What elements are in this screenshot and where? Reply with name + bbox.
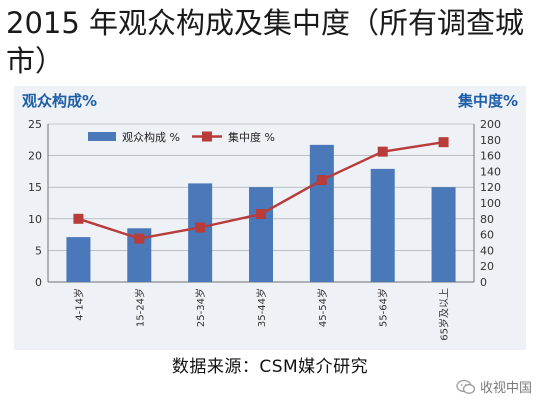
y-tick-left: 0 [35, 276, 42, 289]
y-tick-left: 20 [28, 150, 42, 163]
bar [309, 144, 334, 282]
left-axis-title: 观众构成% [22, 92, 97, 110]
y-tick-right: 180 [480, 134, 501, 147]
legend-swatch-marker [202, 131, 212, 142]
x-tick-label: 35-44岁 [255, 288, 268, 327]
y-tick-right: 0 [480, 276, 487, 289]
chart-area: 观众构成% 集中度% 0 5 10 15 20 25 0 20 40 60 80 100 120 140 160… [14, 86, 526, 350]
y-tick-right: 200 [480, 118, 501, 131]
y-tick-right: 140 [480, 165, 501, 178]
x-tick-label: 15-24岁 [133, 288, 146, 327]
y-tick-right: 80 [480, 213, 494, 226]
line-point [316, 175, 327, 186]
bar [188, 183, 213, 282]
bar [431, 187, 456, 282]
x-tick-label: 55-64岁 [377, 288, 390, 327]
y-tick-right: 60 [480, 229, 494, 242]
line-point [377, 146, 388, 157]
x-tick-label: 4-14岁 [72, 288, 85, 321]
watermark-text: 收视中国 [479, 381, 532, 396]
y-tick-left: 5 [35, 244, 42, 257]
x-tick-label: 25-34岁 [194, 288, 207, 327]
bar [370, 168, 395, 282]
y-tick-left: 15 [28, 181, 42, 194]
right-axis-title: 集中度% [457, 92, 518, 110]
y-tick-right: 160 [480, 150, 501, 163]
x-tick-label: 45-54岁 [316, 288, 329, 327]
y-tick-right: 20 [480, 260, 494, 273]
slide-title: 2015 年观众构成及集中度（所有调查城市） [6, 6, 525, 78]
bar [249, 187, 273, 282]
legend-label-line: 集中度 % [228, 130, 275, 144]
bar [66, 237, 91, 282]
source-note: 数据来源：CSM媒介研究 [171, 357, 369, 377]
y-tick-right: 120 [480, 181, 501, 194]
line-point [256, 209, 266, 220]
y-tick-left: 25 [28, 118, 42, 131]
line-point [195, 222, 206, 233]
line-point [73, 213, 84, 224]
line-point [134, 233, 145, 244]
y-tick-right: 40 [480, 244, 494, 257]
y-tick-right: 100 [480, 197, 501, 210]
line-point [438, 137, 449, 148]
wechat-icon [456, 379, 476, 394]
x-tick-label: 65岁及以上 [438, 288, 451, 341]
watermark: 收视中国 [456, 377, 532, 396]
combo-chart: 观众构成% 集中度% 0 5 10 15 20 25 0 20 40 60 80 100 120 140 160… [22, 92, 518, 341]
legend-label-bar: 观众构成 % [122, 130, 180, 144]
legend-swatch-bar [88, 132, 116, 141]
y-tick-left: 10 [28, 213, 42, 226]
bar [127, 228, 152, 282]
